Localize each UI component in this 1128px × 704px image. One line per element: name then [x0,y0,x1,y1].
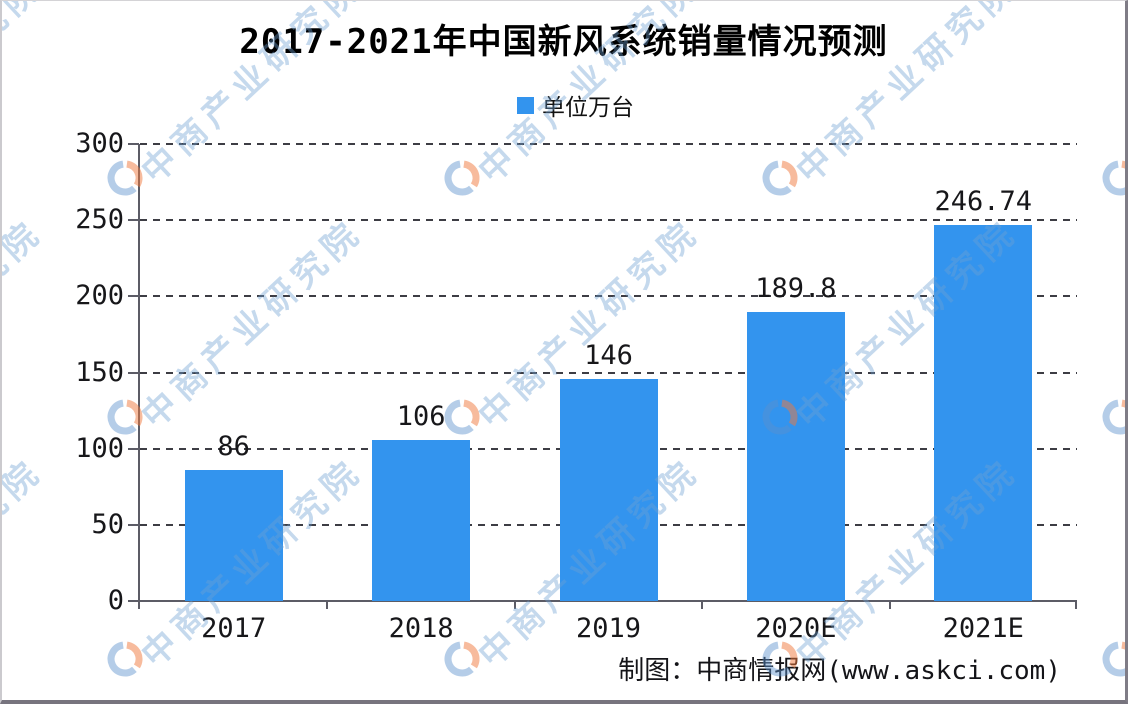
credit-line: 制图：中商情报网(www.askci.com) [618,656,1061,686]
bar-value-label: 189.8 [755,272,837,304]
x-axis-tick [1075,601,1077,609]
x-axis-tick [513,601,516,609]
x-axis-tick [701,601,704,609]
y-tick-label: 300 [75,128,124,159]
gridline-200 [140,295,1077,298]
y-axis-tick [128,523,139,526]
x-axis-label: 2019 [575,613,642,644]
bar-2020E [746,311,845,601]
y-tick-label: 50 [91,508,124,540]
y-tick-label: 150 [75,356,124,388]
bar-2021E [934,225,1033,601]
legend: 单位万台 [14,88,1125,122]
x-axis-label: 2021E [942,613,1024,644]
y-tick-label: 100 [75,432,124,464]
bar-2018 [372,439,471,601]
x-axis-line [130,600,1077,602]
x-axis-label: 2018 [388,613,454,644]
legend-label: 单位万台 [542,95,634,121]
bar-2017 [184,469,283,601]
gridline-150 [140,371,1077,374]
bar-value-label: 246.74 [934,186,1033,218]
x-axis-tick [326,601,329,609]
y-axis-tick [128,600,139,602]
bar-value-label: 146 [584,339,633,371]
y-axis-line [138,144,140,609]
gridline-250 [140,219,1077,222]
y-axis-tick [128,371,139,374]
bar-2019 [559,378,658,601]
legend-swatch-icon [517,96,534,114]
y-axis-tick [128,295,139,298]
x-axis-label: 2017 [201,613,267,644]
x-axis-label: 2020E [755,613,837,644]
y-axis-tick [128,143,139,145]
chart-title: 2017-2021年中国新风系统销量情况预测 [239,22,888,62]
x-axis-tick [888,601,891,609]
gridline-300 [140,143,1077,145]
y-axis-tick [128,219,139,222]
y-tick-label: 0 [107,585,124,616]
y-axis-tick [128,447,139,450]
bar-value-label: 86 [217,430,250,462]
y-tick-label: 250 [75,204,124,236]
y-tick-label: 200 [75,280,124,312]
bar-value-label: 106 [396,400,446,432]
